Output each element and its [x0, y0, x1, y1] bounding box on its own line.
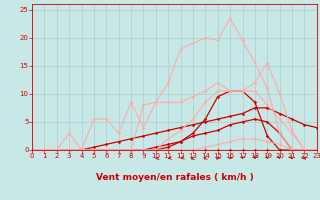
X-axis label: Vent moyen/en rafales ( km/h ): Vent moyen/en rafales ( km/h ): [96, 173, 253, 182]
